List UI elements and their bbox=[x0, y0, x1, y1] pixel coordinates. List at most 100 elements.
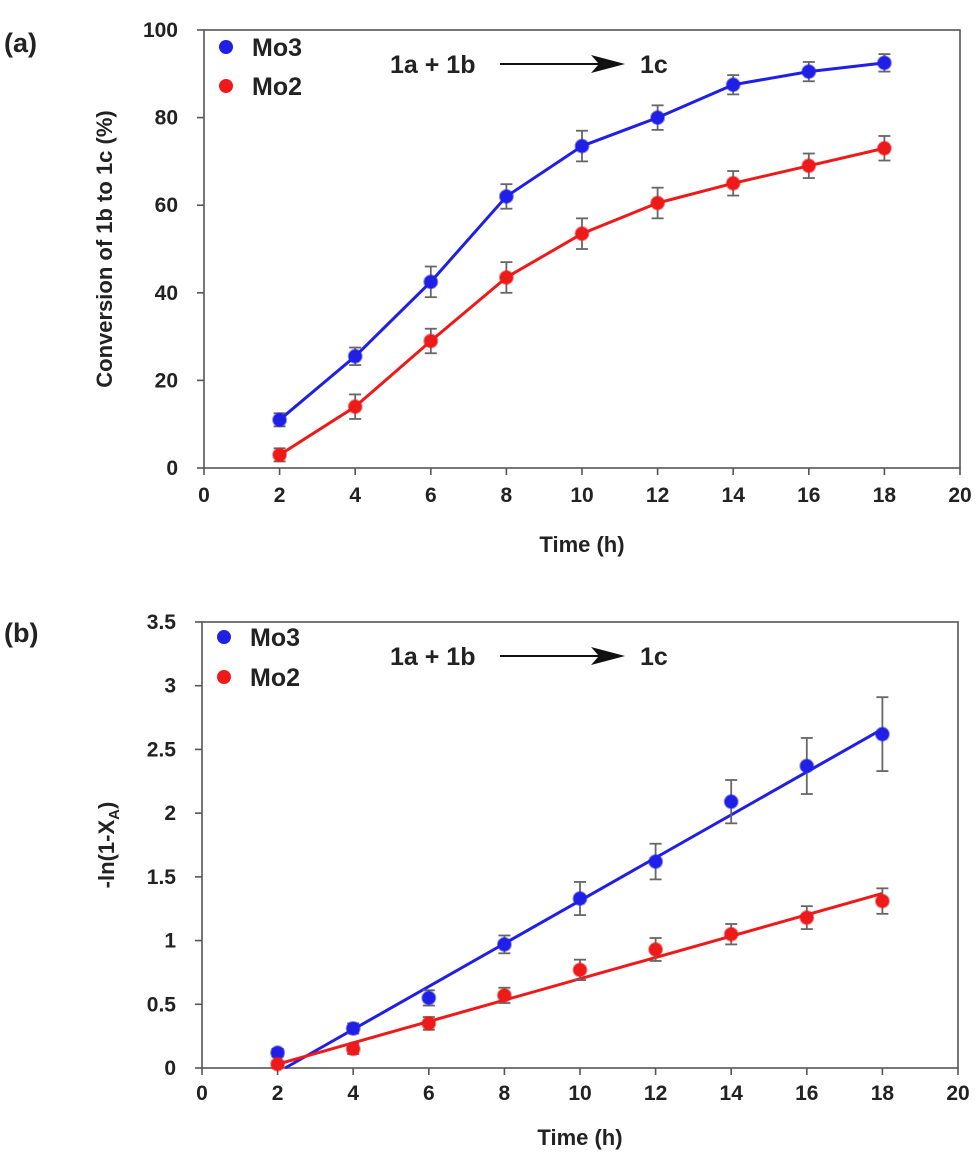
x-tick-label: 4 bbox=[347, 1082, 359, 1105]
panel-label: (b) bbox=[4, 618, 38, 648]
data-point bbox=[725, 77, 741, 93]
reaction-annotation: 1a + 1b 1c bbox=[390, 643, 668, 671]
data-point bbox=[421, 1015, 437, 1031]
data-point bbox=[572, 891, 588, 907]
data-point bbox=[574, 138, 590, 154]
x-tick-label: 18 bbox=[871, 1082, 895, 1105]
x-tick-label: 20 bbox=[948, 484, 971, 507]
series-mo3 bbox=[270, 696, 890, 1070]
y-tick-label: 2 bbox=[164, 802, 176, 825]
y-tick-label: 3 bbox=[164, 675, 176, 698]
data-point bbox=[345, 1041, 361, 1057]
data-point bbox=[270, 1056, 286, 1072]
y-tick-label: 100 bbox=[143, 19, 178, 42]
x-tick-label: 2 bbox=[274, 484, 286, 507]
x-tick-label: 10 bbox=[568, 1082, 591, 1105]
data-point bbox=[498, 269, 514, 285]
data-point bbox=[496, 987, 512, 1003]
x-tick-label: 14 bbox=[720, 1082, 744, 1105]
data-point bbox=[648, 941, 664, 957]
x-tick-label: 20 bbox=[946, 1082, 969, 1105]
x-tick-label: 0 bbox=[198, 484, 210, 507]
data-point bbox=[876, 55, 892, 71]
reaction-product: 1c bbox=[640, 51, 668, 79]
legend-label: Mo2 bbox=[252, 73, 302, 101]
y-tick-label: 20 bbox=[155, 369, 178, 392]
series-mo2 bbox=[272, 135, 892, 463]
chart-panel-a: (a) 0 2 4 6 8 10 12 14 16 18 20 0 20 40 60 80 100 Time (h)… bbox=[4, 19, 972, 557]
data-point bbox=[801, 64, 817, 80]
data-point bbox=[801, 158, 817, 174]
data-point bbox=[874, 893, 890, 909]
x-tick-label: 6 bbox=[423, 1082, 435, 1105]
x-tick-label: 16 bbox=[795, 1082, 818, 1105]
data-point bbox=[723, 794, 739, 810]
legend-item-mo3: Mo3 bbox=[219, 34, 302, 62]
legend-marker bbox=[217, 670, 231, 684]
y-tick-label: 0 bbox=[166, 457, 178, 480]
series-mo2 bbox=[270, 887, 890, 1072]
plot-frame bbox=[201, 621, 959, 1069]
y-axis-label-main: -ln(1-X bbox=[94, 820, 119, 889]
reaction-annotation: 1a + 1b 1c bbox=[390, 51, 668, 79]
legend-marker bbox=[217, 630, 231, 644]
data-point bbox=[498, 188, 514, 204]
legend-item-mo2: Mo2 bbox=[217, 664, 300, 692]
y-tick-label: 0.5 bbox=[147, 993, 177, 1016]
data-point bbox=[648, 854, 664, 870]
data-point bbox=[874, 726, 890, 742]
data-point bbox=[347, 399, 363, 415]
y-tick-label: 3.5 bbox=[147, 611, 177, 634]
data-point bbox=[272, 412, 288, 428]
data-point bbox=[423, 333, 439, 349]
y-tick-label: 2.5 bbox=[147, 738, 177, 761]
y-axis-label-sub: A bbox=[106, 809, 123, 820]
y-axis-label: Conversion of 1b to 1c (%) bbox=[92, 110, 117, 387]
y-axis-label: -ln(1-XA) bbox=[94, 802, 123, 889]
reaction-reactants: 1a + 1b bbox=[390, 643, 475, 671]
data-point bbox=[650, 195, 666, 211]
data-point bbox=[876, 140, 892, 156]
x-tick-label: 4 bbox=[349, 484, 361, 507]
legend-marker bbox=[219, 40, 233, 54]
data-point bbox=[799, 910, 815, 926]
legend-item-mo3: Mo3 bbox=[217, 624, 300, 652]
x-tick-label: 8 bbox=[501, 484, 513, 507]
reaction-arrowhead bbox=[591, 55, 625, 73]
data-point bbox=[421, 990, 437, 1006]
data-point bbox=[650, 110, 666, 126]
series-line bbox=[278, 146, 885, 457]
x-tick-label: 16 bbox=[797, 484, 820, 507]
y-tick-label: 60 bbox=[155, 194, 178, 217]
data-point bbox=[725, 175, 741, 191]
reaction-product: 1c bbox=[640, 643, 668, 671]
legend-item-mo2: Mo2 bbox=[219, 73, 302, 101]
legend-label: Mo2 bbox=[250, 664, 300, 692]
x-tick-label: 0 bbox=[196, 1082, 208, 1105]
data-point bbox=[572, 962, 588, 978]
series-mo3 bbox=[272, 53, 892, 428]
data-point bbox=[423, 274, 439, 290]
y-axis-label-end: ) bbox=[94, 802, 119, 809]
data-point bbox=[799, 758, 815, 774]
x-axis-label: Time (h) bbox=[539, 532, 624, 557]
x-tick-label: 2 bbox=[272, 1082, 284, 1105]
panel-label: (a) bbox=[4, 28, 37, 58]
x-tick-label: 8 bbox=[499, 1082, 511, 1105]
data-point bbox=[347, 348, 363, 364]
reaction-arrowhead bbox=[591, 647, 625, 665]
chart-panel-b: (b) 0 2 4 6 8 10 12 14 16 18 20 0 0.5 1 1.5 2 2.5 3 3.5 Time… bbox=[4, 611, 970, 1150]
x-tick-label: 10 bbox=[570, 484, 593, 507]
data-point bbox=[723, 926, 739, 942]
x-axis-label: Time (h) bbox=[537, 1125, 622, 1150]
y-tick-label: 1.5 bbox=[147, 866, 177, 889]
legend-label: Mo3 bbox=[250, 624, 300, 652]
reaction-reactants: 1a + 1b bbox=[390, 51, 475, 79]
x-tick-label: 12 bbox=[644, 1082, 667, 1105]
data-point bbox=[496, 936, 512, 952]
legend-label: Mo3 bbox=[252, 34, 302, 62]
y-tick-label: 80 bbox=[155, 107, 178, 130]
x-tick-label: 18 bbox=[873, 484, 897, 507]
data-point bbox=[574, 226, 590, 242]
